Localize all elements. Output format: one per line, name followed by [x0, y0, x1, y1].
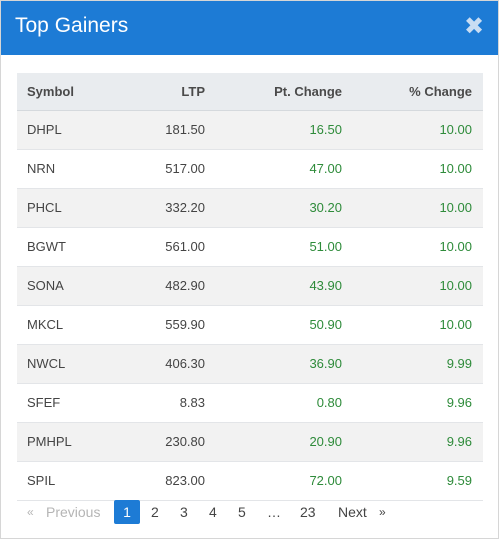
- symbol-cell[interactable]: PMHPL: [27, 434, 72, 449]
- symbol-cell[interactable]: BGWT: [27, 239, 66, 254]
- pct-change-cell: 9.59: [446, 473, 472, 488]
- table-row[interactable]: SFEF 8.83 0.80 9.96: [17, 384, 483, 423]
- column-header-symbol[interactable]: Symbol: [27, 84, 74, 99]
- next-page-link[interactable]: Next: [338, 504, 367, 520]
- column-header-pt-change[interactable]: Pt. Change: [274, 84, 342, 99]
- pct-change-cell: 9.96: [446, 434, 472, 449]
- pt-change-cell: 30.20: [309, 200, 342, 215]
- next-arrow-icon[interactable]: »: [379, 505, 386, 519]
- symbol-cell[interactable]: SPIL: [27, 473, 56, 488]
- pct-change-cell: 10.00: [439, 278, 472, 293]
- ltp-cell: 406.30: [165, 356, 205, 371]
- pct-change-cell: 9.99: [446, 356, 472, 371]
- symbol-cell[interactable]: DHPL: [27, 122, 62, 137]
- table-row[interactable]: DHPL 181.50 16.50 10.00: [17, 111, 483, 150]
- table-row[interactable]: PHCL 332.20 30.20 10.00: [17, 189, 483, 228]
- pt-change-cell: 20.90: [309, 434, 342, 449]
- pt-change-cell: 0.80: [316, 395, 342, 410]
- previous-page-link[interactable]: Previous: [46, 504, 101, 520]
- page-link-4[interactable]: 4: [209, 504, 217, 520]
- symbol-cell[interactable]: PHCL: [27, 200, 62, 215]
- pt-change-cell: 47.00: [309, 161, 342, 176]
- pt-change-cell: 51.00: [309, 239, 342, 254]
- table-row[interactable]: NRN 517.00 47.00 10.00: [17, 150, 483, 189]
- pct-change-cell: 10.00: [439, 317, 472, 332]
- prev-arrow-icon: «: [27, 505, 34, 519]
- page-link-5[interactable]: 5: [238, 504, 246, 520]
- ltp-cell: 517.00: [165, 161, 205, 176]
- gainers-table: Symbol LTP Pt. Change % Change DHPL 181.5…: [17, 73, 483, 501]
- page-link-3[interactable]: 3: [180, 504, 188, 520]
- pagination: « Previous 1 2 3 4 5 … 23 Next »: [17, 500, 483, 524]
- pagination-ellipsis: …: [267, 504, 281, 520]
- close-icon[interactable]: ✖: [464, 13, 485, 40]
- pct-change-cell: 9.96: [446, 395, 472, 410]
- page-link-2[interactable]: 2: [151, 504, 159, 520]
- pt-change-cell: 36.90: [309, 356, 342, 371]
- symbol-cell[interactable]: SFEF: [27, 395, 61, 410]
- column-header-pct-change[interactable]: % Change: [409, 84, 472, 99]
- ltp-cell: 559.90: [165, 317, 205, 332]
- table-row[interactable]: SONA 482.90 43.90 10.00: [17, 267, 483, 306]
- page-link-23[interactable]: 23: [300, 504, 316, 520]
- table-row[interactable]: NWCL 406.30 36.90 9.99: [17, 345, 483, 384]
- table-body: DHPL 181.50 16.50 10.00 NRN 517.00 47.00 10.00 P…: [17, 111, 483, 501]
- column-header-ltp[interactable]: LTP: [181, 84, 205, 99]
- symbol-cell[interactable]: SONA: [27, 278, 64, 293]
- dialog-header: Top Gainers ✖: [1, 1, 498, 55]
- table-row[interactable]: SPIL 823.00 72.00 9.59: [17, 462, 483, 501]
- pt-change-cell: 72.00: [309, 473, 342, 488]
- ltp-cell: 181.50: [165, 122, 205, 137]
- pct-change-cell: 10.00: [439, 122, 472, 137]
- table-row[interactable]: MKCL 559.90 50.90 10.00: [17, 306, 483, 345]
- ltp-cell: 230.80: [165, 434, 205, 449]
- table-row[interactable]: BGWT 561.00 51.00 10.00: [17, 228, 483, 267]
- pct-change-cell: 10.00: [439, 161, 472, 176]
- ltp-cell: 823.00: [165, 473, 205, 488]
- ltp-cell: 332.20: [165, 200, 205, 215]
- pt-change-cell: 16.50: [309, 122, 342, 137]
- pt-change-cell: 43.90: [309, 278, 342, 293]
- ltp-cell: 561.00: [165, 239, 205, 254]
- pt-change-cell: 50.90: [309, 317, 342, 332]
- symbol-cell[interactable]: MKCL: [27, 317, 64, 332]
- pct-change-cell: 10.00: [439, 239, 472, 254]
- table-row[interactable]: PMHPL 230.80 20.90 9.96: [17, 423, 483, 462]
- table-header-row: Symbol LTP Pt. Change % Change: [17, 73, 483, 111]
- symbol-cell[interactable]: NRN: [27, 161, 56, 176]
- pct-change-cell: 10.00: [439, 200, 472, 215]
- page-link-1[interactable]: 1: [114, 500, 140, 524]
- ltp-cell: 482.90: [165, 278, 205, 293]
- ltp-cell: 8.83: [179, 395, 205, 410]
- symbol-cell[interactable]: NWCL: [27, 356, 66, 371]
- dialog-title: Top Gainers: [15, 14, 129, 37]
